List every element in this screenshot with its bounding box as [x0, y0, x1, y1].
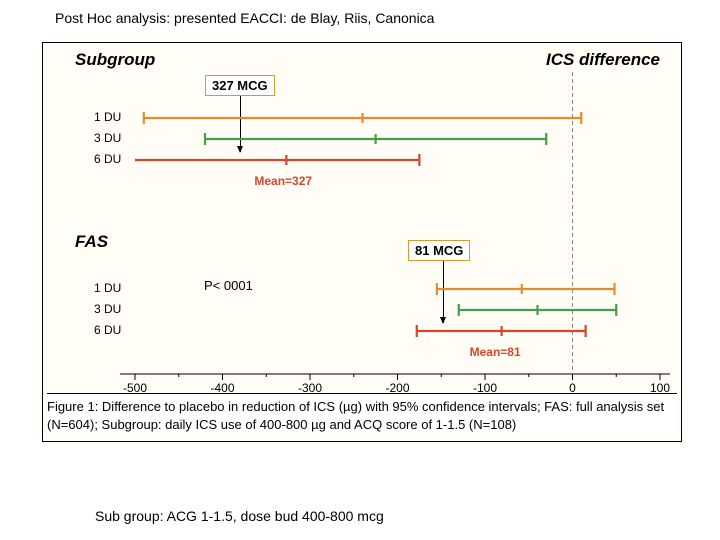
group-label: 1 DU [94, 281, 121, 295]
forest-plot: -500-400-300-200-1000100 [0, 0, 720, 540]
mean-label: Mean=327 [254, 174, 312, 188]
group-label: 1 DU [94, 110, 121, 124]
footnote: Sub group: ACG 1-1.5, dose bud 400-800 m… [95, 508, 384, 524]
mean-label: Mean=81 [470, 345, 521, 359]
figure-caption: Figure 1: Difference to placebo in reduc… [47, 393, 677, 433]
group-label: 3 DU [94, 302, 121, 316]
group-label: 6 DU [94, 323, 121, 337]
group-label: 6 DU [94, 152, 121, 166]
group-label: 3 DU [94, 131, 121, 145]
